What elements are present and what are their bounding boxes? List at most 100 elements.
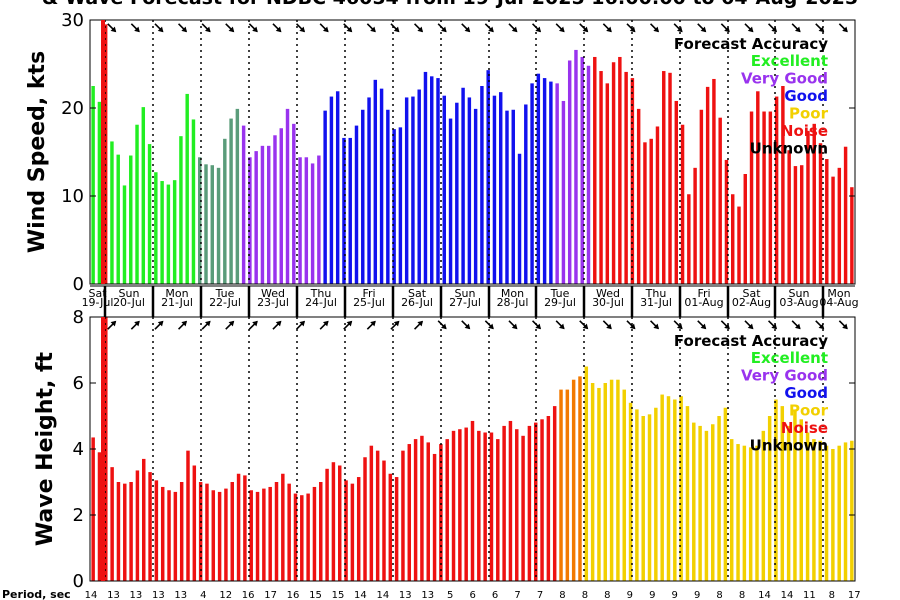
bar-wind [505, 110, 509, 284]
direction-arrow [508, 23, 518, 33]
bar-wind [756, 91, 760, 284]
period-value: 6 [469, 590, 475, 600]
bar-wind [593, 56, 597, 285]
arrow-head [842, 323, 848, 330]
bar-wind [298, 157, 302, 284]
bar-wind [567, 60, 572, 285]
bar-wind [436, 78, 440, 284]
bar-wind [549, 81, 553, 284]
arrow-head [275, 26, 282, 33]
wave-direction-arrows [107, 320, 848, 330]
bar-wind [455, 102, 459, 284]
arrow-head [700, 323, 707, 330]
bar-waves [167, 490, 171, 581]
bar-wind [248, 157, 252, 284]
period-value: 15 [309, 590, 322, 600]
bar-wind [273, 135, 277, 284]
bar-wind [367, 97, 371, 284]
direction-arrow [744, 23, 754, 33]
bar-wind [668, 72, 672, 284]
bar-wind [122, 185, 127, 284]
direction-arrow [626, 23, 636, 33]
period-value: 4 [200, 590, 206, 600]
direction-arrow [437, 320, 447, 330]
bar-waves [413, 439, 418, 581]
direction-arrow [602, 23, 612, 33]
direction-arrow [107, 23, 117, 33]
wind-bars [91, 24, 854, 285]
direction-arrow [673, 23, 683, 33]
arrow-head [629, 323, 636, 330]
bar-waves [179, 482, 184, 581]
direction-arrow [531, 23, 542, 33]
period-value: 13 [152, 590, 165, 600]
bar-waves [767, 416, 772, 581]
day-date: 27-Jul [449, 296, 481, 309]
bar-waves [135, 470, 140, 581]
bar-waves [224, 488, 228, 581]
day-name: Sat [88, 287, 107, 300]
day-date: 31-Jul [640, 296, 672, 309]
direction-arrow [484, 320, 494, 330]
bar-wind [743, 174, 747, 284]
bar-wind [423, 71, 428, 284]
direction-arrow [791, 320, 801, 330]
bar-wind [737, 206, 741, 284]
bar-waves [673, 399, 677, 581]
arrow-head [228, 26, 235, 33]
period-value: 13 [130, 590, 143, 600]
bar-wind [799, 165, 804, 284]
bar-waves [812, 439, 816, 581]
bar-wind [97, 101, 102, 284]
wind-y-axis-label: Wind Speed, kts [25, 51, 50, 253]
arrow-head [252, 320, 258, 327]
arrow-head [370, 320, 376, 327]
bar-wind [618, 56, 622, 285]
bar-wind [480, 86, 484, 284]
bar-wind [348, 137, 352, 284]
arrow-head [535, 26, 542, 33]
bar-wind [762, 111, 766, 285]
bar-waves [483, 432, 487, 581]
day-date: 26-Jul [401, 296, 433, 309]
wind-direction-arrows [107, 23, 848, 33]
y-tick-label: 0 [73, 274, 84, 295]
direction-arrow [272, 23, 282, 33]
bar-waves [502, 425, 506, 581]
bar-waves [243, 475, 247, 581]
arrow-head [724, 26, 730, 33]
bar-wind [91, 86, 95, 284]
bar-waves [628, 402, 633, 581]
legend-entry: Noise [781, 419, 828, 437]
direction-arrow [413, 23, 424, 33]
bar-wind [323, 110, 327, 284]
direction-arrow [579, 23, 589, 33]
bar-wind [461, 87, 465, 284]
date-strip: Sat19-JulSun20-JulMon21-JulTue22-JulWed2… [82, 285, 859, 317]
direction-arrow [697, 23, 707, 33]
direction-arrow [295, 23, 306, 33]
direction-arrow [201, 23, 211, 33]
bar-waves [356, 477, 361, 581]
bar-wind [749, 111, 754, 285]
direction-arrow [767, 23, 778, 33]
direction-arrow [248, 23, 258, 33]
bar-wind [166, 184, 171, 284]
bar-waves [786, 425, 791, 581]
day-date: 19-Jul [82, 296, 114, 309]
arrow-head [204, 320, 211, 327]
bar-waves [477, 430, 481, 581]
direction-arrow [177, 23, 188, 33]
legend-entry: Good [784, 87, 828, 105]
direction-arrow [815, 23, 825, 33]
bar-wind [781, 86, 785, 284]
arrow-head [204, 26, 211, 33]
bar-waves [533, 422, 538, 581]
bar-waves [129, 482, 133, 581]
bar-waves [97, 452, 102, 581]
bar-waves [641, 416, 645, 581]
bar-waves [515, 429, 519, 581]
bar-waves [205, 483, 209, 581]
bar-waves [571, 379, 576, 581]
bar-wind [110, 141, 114, 284]
